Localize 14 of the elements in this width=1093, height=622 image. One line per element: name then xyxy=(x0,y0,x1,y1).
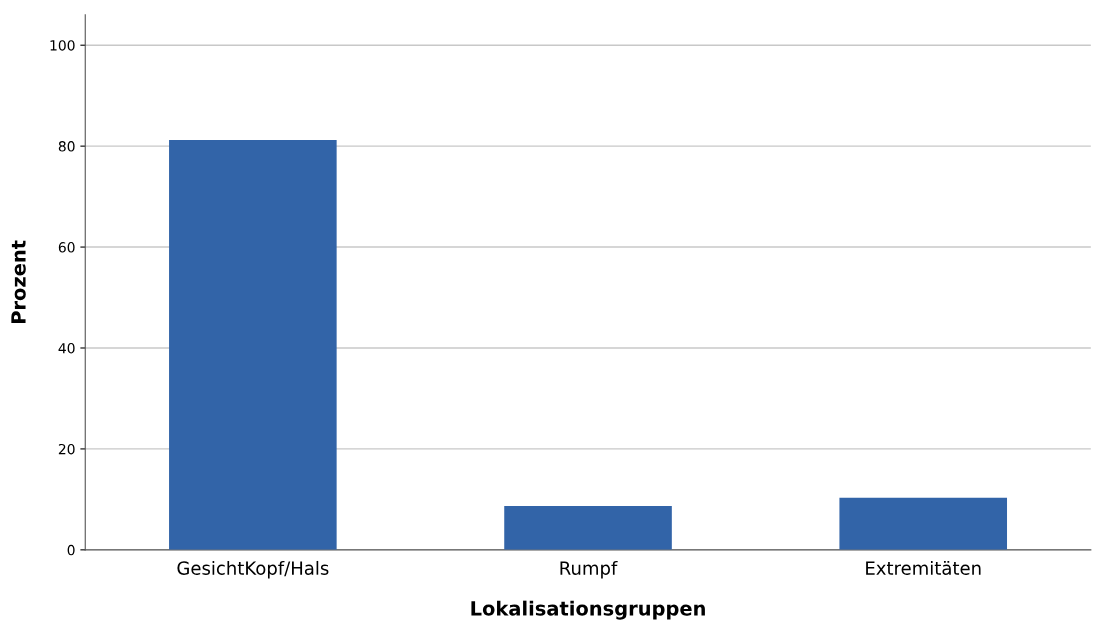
x-tick-label: Rumpf xyxy=(560,560,618,579)
bar xyxy=(504,505,672,550)
y-tick-label: 60 xyxy=(58,242,75,253)
bar xyxy=(839,497,1008,550)
x-axis-title: Lokalisationsgruppen xyxy=(471,600,705,620)
x-tick-label: GesichtKopf/Hals xyxy=(177,560,329,579)
y-tick-label: 100 xyxy=(50,40,75,51)
x-tick-label: Extremitäten xyxy=(866,560,981,575)
bar xyxy=(169,140,337,550)
y-tick-label: 0 xyxy=(67,544,75,556)
y-tick-label: 80 xyxy=(58,141,75,152)
y-axis-title: Prozent xyxy=(11,240,26,324)
y-tick-label: 40 xyxy=(58,342,75,354)
y-tick-label: 20 xyxy=(58,443,75,455)
